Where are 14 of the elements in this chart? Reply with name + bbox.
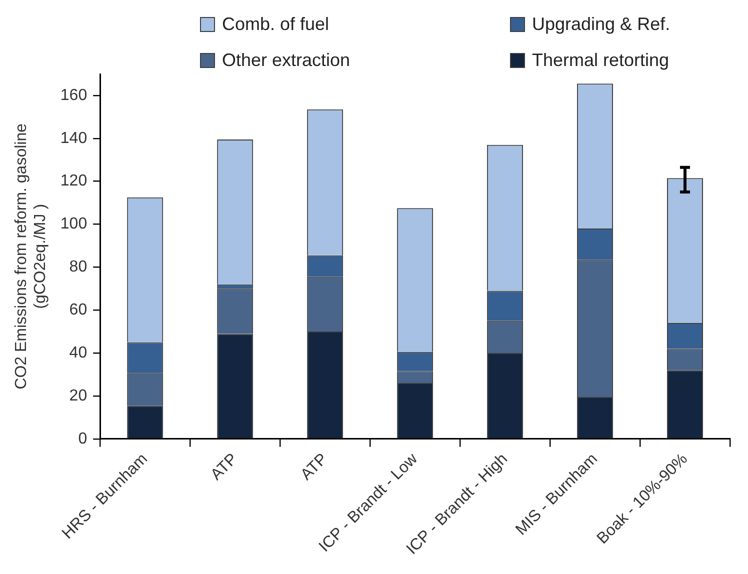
y-tick-label: 140 <box>60 130 88 147</box>
legend-label: Other extraction <box>222 49 350 72</box>
y-tick-label: 40 <box>69 344 88 362</box>
y-tick-label: 100 <box>60 216 88 233</box>
y-axis-title: CO2 Emissions from reform. gasoline (gCO2eq./MJ ) <box>13 123 50 390</box>
y-tick-label: 20 <box>69 387 88 404</box>
legend-label: Comb. of fuel <box>222 13 330 36</box>
y-tick-label: 60 <box>69 301 88 318</box>
y-tick-label: 0 <box>78 430 88 448</box>
legend-label: Thermal retorting <box>532 49 670 72</box>
y-tick-label: 80 <box>69 258 88 276</box>
y-tick-label: 120 <box>60 172 88 190</box>
y-tick-label: 160 <box>60 86 88 104</box>
legend-label: Upgrading & Ref. <box>532 13 670 36</box>
